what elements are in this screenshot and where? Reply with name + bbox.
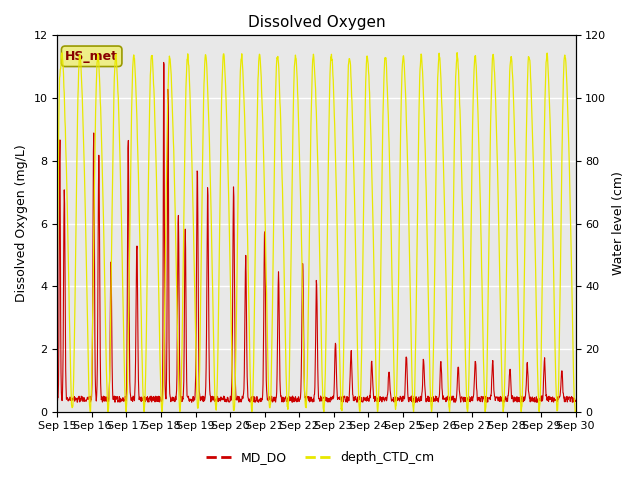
Y-axis label: Dissolved Oxygen (mg/L): Dissolved Oxygen (mg/L) <box>15 144 28 302</box>
Legend: MD_DO, depth_CTD_cm: MD_DO, depth_CTD_cm <box>200 446 440 469</box>
Text: HS_met: HS_met <box>65 50 118 63</box>
Title: Dissolved Oxygen: Dissolved Oxygen <box>248 15 385 30</box>
Y-axis label: Water level (cm): Water level (cm) <box>612 171 625 276</box>
